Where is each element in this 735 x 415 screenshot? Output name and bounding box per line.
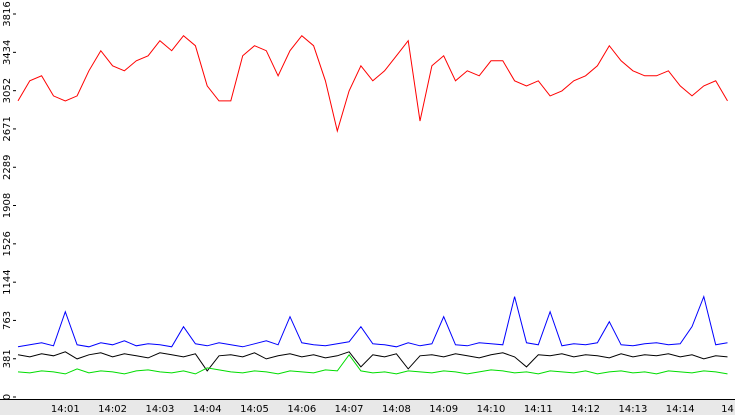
series-line xyxy=(17,353,728,375)
x-tick-label: 14:06 xyxy=(287,404,316,415)
y-tick-label: 3816 xyxy=(2,1,13,26)
x-tick-label: 14:01 xyxy=(51,404,80,415)
x-axis-band xyxy=(0,400,735,415)
y-tick-label: 381 xyxy=(2,349,13,368)
x-tick-label: 14 xyxy=(721,404,734,415)
x-tick-label: 14:08 xyxy=(382,404,411,415)
x-tick-label: 14:05 xyxy=(240,404,269,415)
y-tick-label: 1908 xyxy=(2,193,13,218)
x-tick-label: 14:10 xyxy=(477,404,506,415)
x-tick-label: 14:09 xyxy=(429,404,458,415)
x-tick-label: 14:04 xyxy=(193,404,222,415)
y-tick-label: 1526 xyxy=(2,231,13,256)
x-tick-label: 14:13 xyxy=(618,404,647,415)
x-tick-label: 14:12 xyxy=(571,404,600,415)
series-line xyxy=(17,34,728,133)
x-tick-label: 14:07 xyxy=(335,404,364,415)
y-tick-label: 1144 xyxy=(2,269,13,294)
x-tick-label: 14:03 xyxy=(145,404,174,415)
x-tick-label: 14:11 xyxy=(524,404,553,415)
y-tick-label: 3052 xyxy=(2,78,13,103)
x-tick-label: 14:14 xyxy=(666,404,695,415)
y-tick-label: 2671 xyxy=(2,116,13,141)
series-line xyxy=(17,351,728,372)
series-line xyxy=(17,294,728,348)
y-tick-label: 2289 xyxy=(2,155,13,180)
y-tick-label: 3434 xyxy=(2,40,13,65)
x-tick-label: 14:02 xyxy=(98,404,127,415)
y-tick-label: 0 xyxy=(2,394,13,400)
y-tick-label: 763 xyxy=(2,311,13,330)
